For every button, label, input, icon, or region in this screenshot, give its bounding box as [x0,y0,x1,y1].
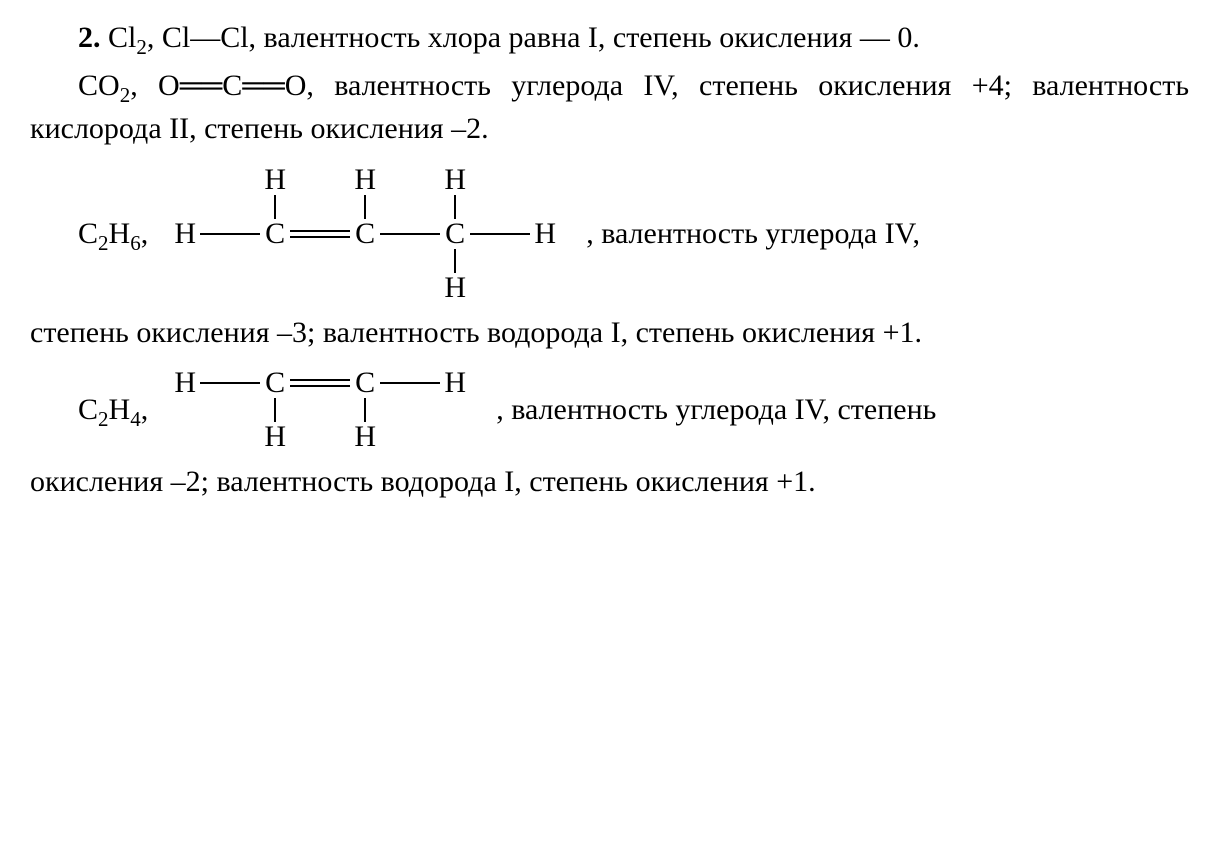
bond-single [200,382,260,384]
ethene-structure: H C C H H H [170,368,470,452]
row-propene: C2H6, H H H H C C [30,165,1189,303]
propene-lead-h: H [109,217,131,250]
paragraph-cl2-text: , Cl—Cl, валентность хлора равна I, степ… [147,21,920,54]
ethene-lead-h: H [109,393,131,426]
c-atom: C [350,219,380,249]
bond-vertical [350,398,380,422]
propene-structure: H H H H C C C H [170,165,560,303]
paragraph-co2-text: , O══C══O, валентность углерода IV, степ… [30,69,1189,146]
problem-number: 2. [78,21,101,54]
propene-lead: C2H6, [30,212,170,256]
h-atom: H [170,219,200,249]
h-atom: H [170,368,200,398]
formula-co2-a: CO [78,69,120,102]
bond-vertical [440,195,470,219]
c-atom: C [260,219,290,249]
bond-double [290,379,350,387]
propene-trail: , валентность углерода IV, [560,212,1189,256]
h-atom: H [440,273,470,303]
propene-lead-comma: , [141,217,149,250]
bond-vertical [260,398,290,422]
bond-single [470,233,530,235]
h-atom: H [350,422,380,452]
bond-vertical [440,249,470,273]
row-ethene: C2H4, H C C H H H , валентность углерода… [30,368,1189,452]
h-atom: H [260,422,290,452]
formula-cl2-sub: 2 [136,35,147,59]
h-atom: H [260,165,290,195]
bond-single [200,233,260,235]
h-atom: H [440,165,470,195]
ethene-lead-sub2: 4 [130,407,141,431]
ethene-lead: C2H4, [30,388,170,432]
bond-single [380,233,440,235]
ethene-lead-comma: , [141,393,149,426]
propene-lead-sub2: 6 [130,231,141,255]
formula-cl2-a: Cl [108,21,136,54]
bond-vertical [260,195,290,219]
paragraph-ethene-cont: окисления –2; валентность водорода I, ст… [30,460,1189,504]
h-atom: H [530,219,560,249]
ethene-trail: , валентность углерода IV, степень [470,388,1189,432]
paragraph-co2: CO2, O══C══O, валентность углерода IV, с… [30,64,1189,151]
c-atom: C [440,219,470,249]
c-atom: C [350,368,380,398]
propene-lead-c: C [78,217,98,250]
bond-vertical [350,195,380,219]
c-atom: C [260,368,290,398]
paragraph-propene-cont: степень окисления –3; валентность водоро… [30,311,1189,355]
bond-double [290,230,350,238]
propene-lead-sub1: 2 [98,231,109,255]
h-atom: H [350,165,380,195]
ethene-lead-c: C [78,393,98,426]
ethene-lead-sub1: 2 [98,407,109,431]
paragraph-cl2: 2. Cl2, Cl—Cl, валентность хлора равна I… [30,16,1189,60]
formula-co2-sub: 2 [120,83,131,107]
h-atom: H [440,368,470,398]
bond-single [380,382,440,384]
